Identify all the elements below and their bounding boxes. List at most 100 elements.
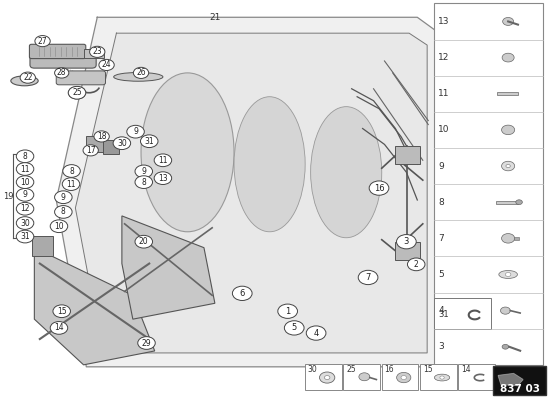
Circle shape: [369, 181, 389, 195]
Text: 9: 9: [133, 127, 138, 136]
Text: 11: 11: [158, 156, 168, 165]
Circle shape: [90, 46, 105, 57]
Bar: [84, 50, 104, 58]
Text: 10: 10: [438, 125, 449, 134]
Circle shape: [54, 68, 69, 78]
Text: 8: 8: [141, 178, 146, 187]
Circle shape: [16, 188, 34, 201]
Ellipse shape: [114, 72, 163, 81]
Bar: [395, 242, 420, 260]
Polygon shape: [34, 248, 155, 365]
Ellipse shape: [234, 97, 305, 232]
Text: 11: 11: [20, 164, 30, 174]
Circle shape: [397, 234, 416, 249]
Text: 24: 24: [102, 60, 112, 70]
Text: 2: 2: [414, 260, 419, 269]
Bar: [86, 136, 106, 152]
Circle shape: [408, 258, 425, 271]
Bar: [434, 298, 491, 329]
Bar: [514, 237, 519, 240]
Text: 4: 4: [438, 306, 444, 315]
Circle shape: [50, 220, 68, 232]
Text: 12: 12: [20, 204, 30, 213]
Ellipse shape: [434, 374, 450, 381]
Circle shape: [68, 86, 86, 99]
Text: 30: 30: [20, 218, 30, 228]
Circle shape: [324, 376, 330, 380]
Text: 27: 27: [38, 37, 47, 46]
Bar: [395, 146, 420, 164]
Text: 5: 5: [292, 324, 297, 332]
Circle shape: [16, 217, 34, 229]
Text: 7: 7: [365, 273, 371, 282]
Circle shape: [16, 150, 34, 163]
Circle shape: [16, 230, 34, 243]
Circle shape: [63, 165, 80, 177]
Text: 13: 13: [438, 17, 449, 26]
Text: 15: 15: [57, 307, 67, 316]
FancyBboxPatch shape: [30, 44, 86, 58]
Circle shape: [99, 59, 114, 70]
Text: 8: 8: [61, 208, 65, 216]
Circle shape: [35, 36, 50, 47]
Circle shape: [503, 18, 514, 26]
Circle shape: [502, 53, 514, 62]
FancyBboxPatch shape: [56, 71, 106, 85]
Circle shape: [502, 161, 515, 171]
Text: 8: 8: [69, 166, 74, 176]
Text: 11: 11: [66, 180, 76, 189]
Text: 16: 16: [384, 364, 394, 374]
FancyBboxPatch shape: [30, 50, 96, 68]
Text: 14: 14: [54, 324, 64, 332]
Text: 16: 16: [373, 184, 384, 192]
Circle shape: [53, 305, 70, 318]
Circle shape: [20, 72, 35, 83]
Text: 3: 3: [438, 342, 444, 351]
Circle shape: [502, 125, 515, 135]
Bar: [420, 364, 456, 390]
Circle shape: [154, 172, 172, 184]
Circle shape: [505, 272, 511, 276]
Circle shape: [113, 137, 131, 150]
Text: 11: 11: [438, 89, 449, 98]
Text: 30: 30: [117, 139, 126, 148]
Circle shape: [506, 164, 510, 168]
Circle shape: [397, 372, 411, 383]
Circle shape: [94, 131, 109, 142]
Text: 3: 3: [404, 237, 409, 246]
Bar: [60, 68, 67, 72]
Circle shape: [135, 176, 152, 188]
Bar: [458, 364, 495, 390]
Text: 8: 8: [438, 198, 444, 207]
Text: 25: 25: [346, 364, 356, 374]
Circle shape: [502, 344, 509, 349]
Circle shape: [500, 307, 510, 314]
Circle shape: [278, 304, 298, 318]
Text: 30: 30: [308, 364, 318, 374]
Text: 15: 15: [423, 364, 432, 374]
Text: 29: 29: [142, 338, 151, 348]
Text: 21: 21: [209, 13, 221, 22]
Circle shape: [154, 154, 172, 167]
Text: a passion for
lamborghinis: a passion for lamborghinis: [158, 256, 260, 286]
Bar: [31, 236, 53, 256]
Text: 5: 5: [438, 270, 444, 279]
Bar: [497, 92, 518, 95]
Circle shape: [135, 235, 152, 248]
Text: 31: 31: [438, 310, 449, 320]
Bar: [305, 364, 342, 390]
Circle shape: [68, 86, 86, 99]
Text: 31: 31: [20, 232, 30, 241]
Circle shape: [16, 202, 34, 215]
Circle shape: [502, 234, 515, 243]
Text: 13: 13: [158, 174, 168, 183]
Polygon shape: [56, 17, 439, 367]
Text: 837 03: 837 03: [499, 384, 540, 394]
Text: 8: 8: [23, 152, 28, 161]
Circle shape: [127, 125, 144, 138]
Circle shape: [306, 326, 326, 340]
Polygon shape: [498, 374, 523, 386]
Text: 23: 23: [92, 47, 102, 56]
Text: 19: 19: [3, 192, 13, 200]
Circle shape: [16, 176, 34, 188]
